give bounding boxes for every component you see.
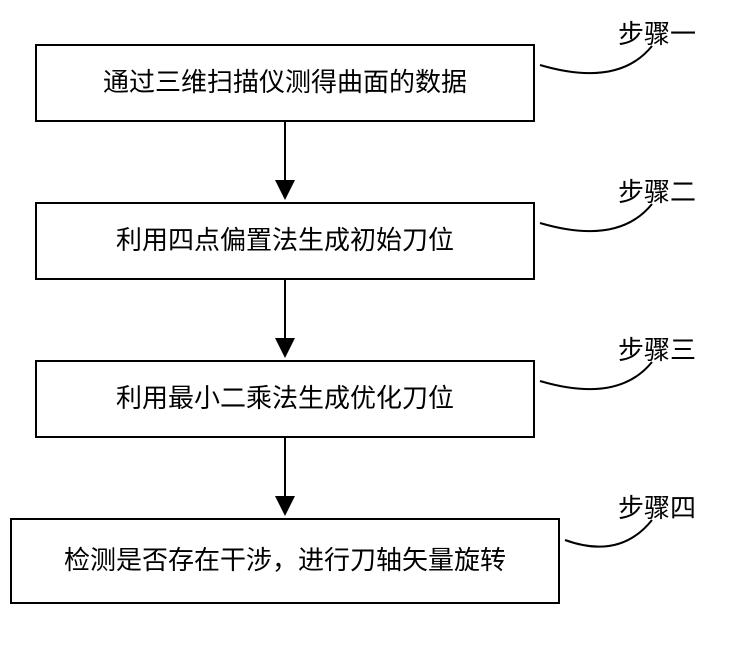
label-connector-4 — [0, 0, 745, 658]
